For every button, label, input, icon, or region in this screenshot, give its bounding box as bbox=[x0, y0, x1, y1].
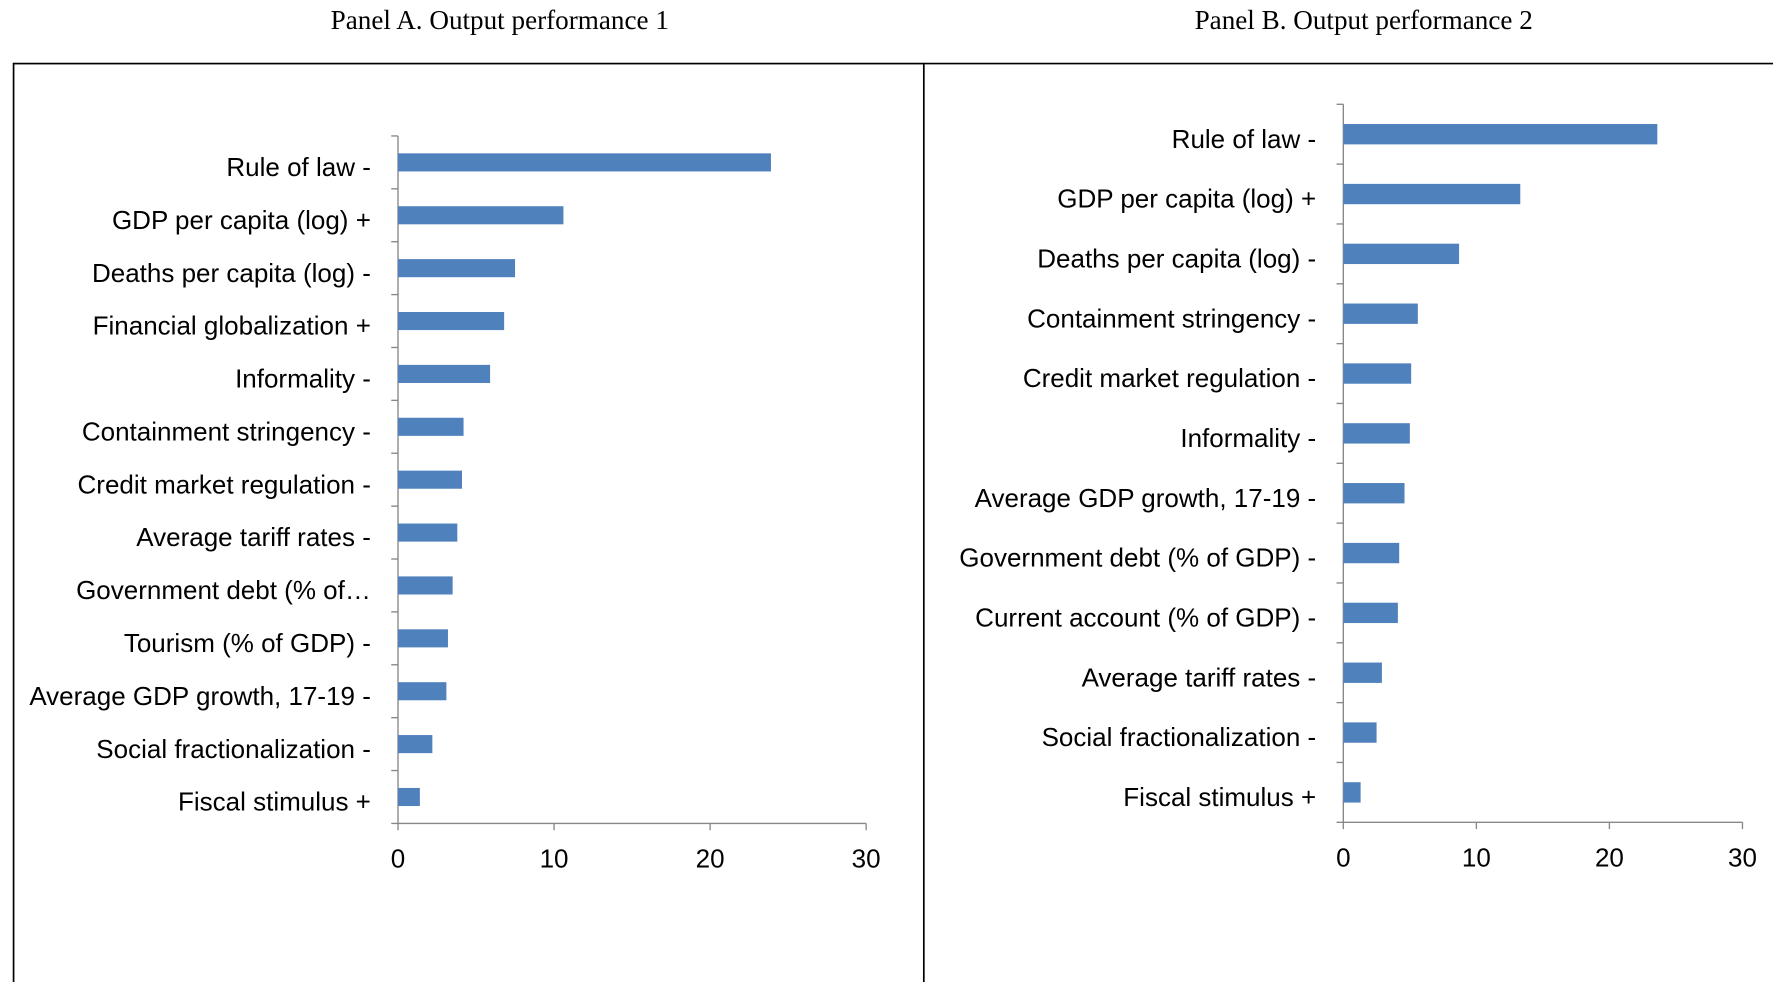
bar bbox=[398, 206, 564, 225]
bar bbox=[398, 735, 433, 754]
bar bbox=[398, 787, 420, 807]
bar bbox=[1343, 602, 1398, 624]
category-label: Average GDP growth, 17-19 - bbox=[975, 483, 1317, 513]
category-label: Containment stringency - bbox=[1027, 303, 1316, 333]
bar bbox=[1343, 243, 1460, 265]
category-label: Tourism (% of GDP) - bbox=[124, 628, 371, 658]
category-label: Credit market regulation - bbox=[1023, 363, 1316, 393]
panel-title: Panel A. Output performance 1 bbox=[331, 5, 669, 35]
x-tick-label: 20 bbox=[696, 844, 725, 874]
category-label: Informality - bbox=[235, 364, 371, 394]
category-label: Informality - bbox=[1180, 423, 1316, 453]
bar bbox=[398, 629, 448, 648]
bar bbox=[398, 364, 491, 383]
category-label: Social fractionalization - bbox=[96, 734, 371, 764]
bar bbox=[1343, 483, 1405, 504]
bar bbox=[398, 470, 462, 489]
category-label: Containment stringency - bbox=[82, 416, 371, 446]
bar bbox=[1343, 782, 1361, 803]
bar bbox=[1343, 662, 1382, 683]
category-label: Deaths per capita (log) - bbox=[92, 258, 371, 288]
bar bbox=[398, 417, 464, 436]
category-label: Current account (% of GDP) - bbox=[975, 603, 1316, 633]
category-label: Rule of law - bbox=[1172, 124, 1317, 154]
bar bbox=[398, 523, 458, 542]
bar bbox=[398, 682, 447, 701]
bar bbox=[398, 259, 516, 278]
bar bbox=[1343, 423, 1410, 444]
x-tick-label: 0 bbox=[391, 844, 405, 874]
category-label: Social fractionalization - bbox=[1042, 722, 1317, 752]
category-label: Fiscal stimulus + bbox=[178, 787, 371, 817]
x-tick-label: 10 bbox=[540, 844, 569, 874]
category-label: GDP per capita (log) + bbox=[112, 205, 371, 235]
bar bbox=[1343, 542, 1400, 564]
panel-frame bbox=[12, 62, 925, 982]
x-tick-label: 20 bbox=[1595, 842, 1624, 872]
bar bbox=[398, 576, 453, 595]
bar bbox=[398, 311, 505, 331]
x-tick-label: 0 bbox=[1336, 842, 1350, 872]
category-label: Government debt (% of… bbox=[76, 575, 371, 605]
x-tick-label: 30 bbox=[1728, 842, 1757, 872]
category-label: Fiscal stimulus + bbox=[1123, 782, 1316, 812]
x-tick-label: 10 bbox=[1462, 842, 1491, 872]
category-label: GDP per capita (log) + bbox=[1057, 184, 1316, 214]
category-label: Average GDP growth, 17-19 - bbox=[29, 681, 371, 711]
category-label: Rule of law - bbox=[226, 152, 371, 182]
category-label: Deaths per capita (log) - bbox=[1037, 244, 1316, 274]
category-label: Credit market regulation - bbox=[78, 469, 371, 499]
category-label: Average tariff rates - bbox=[1082, 662, 1317, 692]
category-label: Average tariff rates - bbox=[136, 522, 371, 552]
x-tick-label: 30 bbox=[852, 844, 881, 874]
bar bbox=[1343, 124, 1658, 145]
panel-title: Panel B. Output performance 2 bbox=[1195, 5, 1533, 35]
category-label: Financial globalization + bbox=[93, 311, 371, 341]
bar bbox=[398, 153, 771, 172]
bar bbox=[1343, 183, 1521, 205]
category-label: Government debt (% of GDP) - bbox=[959, 543, 1316, 573]
bar bbox=[1343, 303, 1418, 324]
bar bbox=[1343, 722, 1377, 743]
bar bbox=[1343, 363, 1412, 384]
